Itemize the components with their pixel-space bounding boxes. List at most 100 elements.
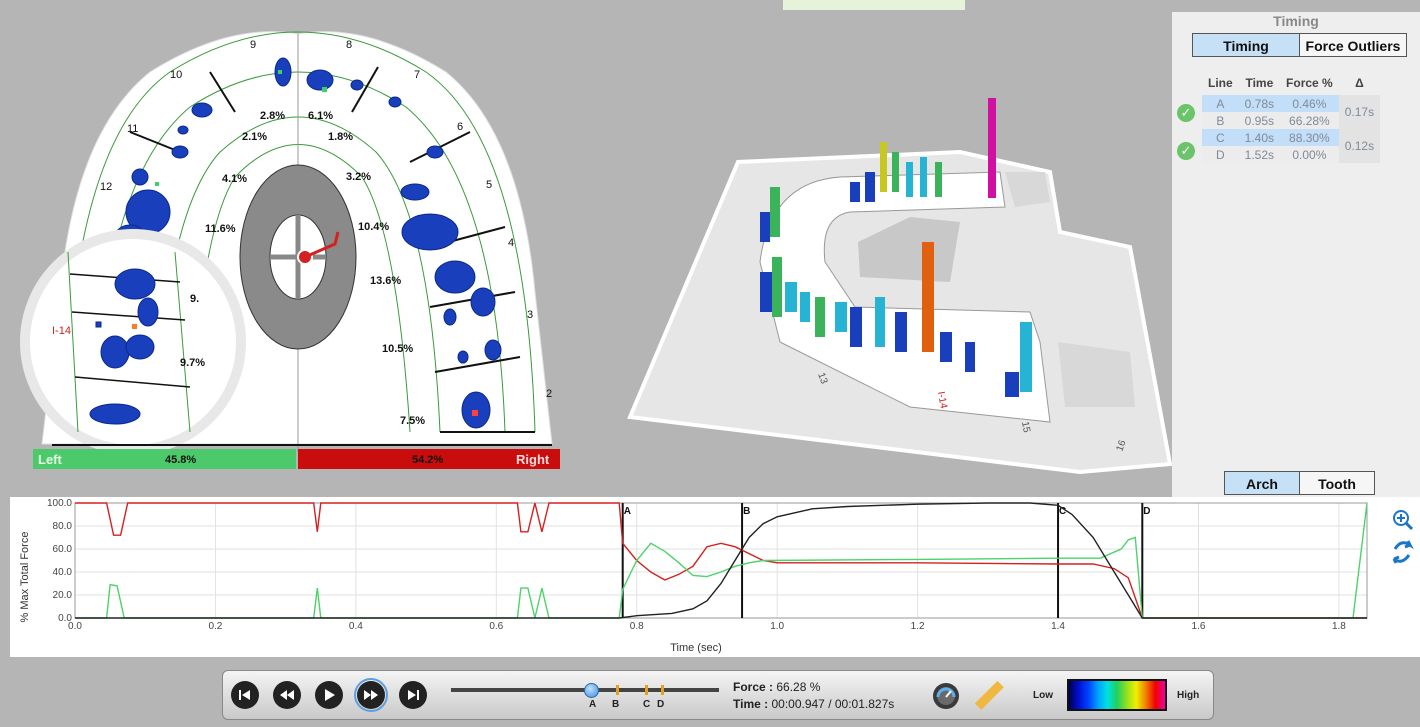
pct-9: 2.8% bbox=[260, 110, 285, 122]
slider-mark-c bbox=[645, 685, 648, 695]
inset-pct: 9.7% bbox=[180, 357, 205, 369]
arch-3d-view[interactable]: 13 I-14 15 16 bbox=[610, 12, 1172, 492]
row-c-force: 88.30% bbox=[1280, 129, 1339, 146]
x-tick-label: 1.0 bbox=[770, 621, 784, 632]
arch3d-label-I14: I-14 bbox=[935, 391, 949, 410]
pct-4: 13.6% bbox=[370, 275, 401, 287]
pct-5: 10.4% bbox=[358, 221, 389, 233]
skip-start-icon bbox=[239, 690, 250, 700]
legend-low-label: Low bbox=[1033, 690, 1053, 701]
pct-7: 1.8% bbox=[328, 131, 353, 143]
slider-thumb[interactable] bbox=[583, 683, 599, 698]
x-tick-label: 0.4 bbox=[349, 621, 363, 632]
pct-8: 6.1% bbox=[308, 110, 333, 122]
plot-frame bbox=[74, 502, 1368, 619]
pct-3: 10.5% bbox=[382, 343, 413, 355]
table-row[interactable]: D 1.52s 0.00% bbox=[1202, 146, 1380, 163]
row-b-time: 0.95s bbox=[1238, 112, 1281, 129]
time-value: 00:00.947 / 00:01.827s bbox=[771, 697, 895, 711]
right-value: 54.2% bbox=[412, 454, 443, 466]
y-tick-label: 60.0 bbox=[53, 544, 73, 555]
fast-forward-button[interactable] bbox=[354, 678, 388, 712]
skip-start-button[interactable] bbox=[231, 681, 259, 709]
y-tick-label: 20.0 bbox=[53, 590, 73, 601]
tooth-number-9: 9 bbox=[250, 39, 256, 51]
magnifier-inset: I-14 9. 9.7% bbox=[20, 229, 246, 455]
tab-force-outliers[interactable]: Force Outliers bbox=[1299, 33, 1407, 57]
slider-label-a: A bbox=[589, 699, 597, 710]
arch-2d-view[interactable]: 9 8 7 6 5 4 3 2 10 11 12 2.8% 6.1% 2.1% … bbox=[0, 12, 610, 492]
slider-label-c: C bbox=[643, 699, 651, 710]
tooth-number-3: 3 bbox=[527, 309, 533, 321]
pct-10: 2.1% bbox=[242, 131, 267, 143]
col-force: Force % bbox=[1286, 76, 1333, 90]
marker-lines[interactable]: A B C D bbox=[621, 503, 1151, 618]
force-time-graph[interactable]: 0.0 0.2 0.4 0.6 0.8 1.0 1.2 1.4 1.6 1.8 0.0 20.0 40… bbox=[10, 497, 1420, 657]
left-force-bar bbox=[33, 449, 296, 469]
slider-mark-b bbox=[616, 685, 619, 695]
timing-panel: Timing Timing Force Outliers ✓ ✓ Line Ti… bbox=[1172, 12, 1420, 497]
force-label: Force : bbox=[733, 680, 774, 694]
tooth-number-10: 10 bbox=[170, 69, 182, 81]
tab-tooth[interactable]: Tooth bbox=[1299, 471, 1375, 495]
play-icon bbox=[325, 689, 335, 701]
x-tick-label: 1.2 bbox=[911, 621, 925, 632]
timeline-slider[interactable] bbox=[451, 683, 719, 698]
inset-pct-partial: 9. bbox=[190, 293, 199, 305]
x-tick-label: 0.0 bbox=[68, 621, 82, 632]
row-a-force: 0.46% bbox=[1280, 95, 1339, 112]
row-c-line: C bbox=[1202, 129, 1239, 146]
graph-series bbox=[75, 502, 1368, 619]
ruler-icon[interactable] bbox=[973, 679, 1005, 711]
y-tick-label: 100.0 bbox=[47, 498, 72, 509]
skip-end-button[interactable] bbox=[399, 681, 427, 709]
tooth-number-2: 2 bbox=[546, 388, 552, 400]
pct-11: 4.1% bbox=[222, 173, 247, 185]
table-row[interactable]: B 0.95s 66.28% bbox=[1202, 112, 1380, 129]
x-tick-label: 1.6 bbox=[1192, 621, 1206, 632]
right-force-bar bbox=[298, 449, 560, 469]
skip-end-icon bbox=[408, 690, 419, 700]
tooth-number-11: 11 bbox=[127, 123, 138, 135]
tab-timing[interactable]: Timing bbox=[1192, 33, 1300, 57]
series-line-2 bbox=[75, 502, 1367, 619]
x-axis-ticks: 0.0 0.2 0.4 0.6 0.8 1.0 1.2 1.4 1.6 1.8 bbox=[68, 621, 1346, 632]
graph-grid bbox=[74, 502, 1368, 619]
pct-6: 3.2% bbox=[346, 171, 371, 183]
time-readout: Time : 00:00.947 / 00:01.827s bbox=[733, 697, 894, 711]
fast-forward-icon bbox=[364, 690, 378, 700]
slider-label-b: B bbox=[612, 699, 620, 710]
row-d-force: 0.00% bbox=[1280, 146, 1339, 163]
row-c-time: 1.40s bbox=[1238, 129, 1281, 146]
arch3d-label-16: 16 bbox=[1114, 438, 1128, 453]
left-value: 45.8% bbox=[165, 454, 196, 466]
row-b-line: B bbox=[1202, 112, 1239, 129]
slider-mark-d bbox=[661, 685, 664, 695]
legend-high-label: High bbox=[1177, 690, 1200, 701]
refresh-icon[interactable] bbox=[1392, 540, 1414, 564]
series-line-1 bbox=[75, 502, 1368, 619]
x-tick-label: 1.8 bbox=[1332, 621, 1346, 632]
gauge-icon[interactable] bbox=[931, 681, 961, 711]
col-line: Line bbox=[1208, 76, 1233, 90]
row-a-line: A bbox=[1202, 95, 1239, 112]
right-label: Right bbox=[516, 452, 550, 467]
tooth-number-5: 5 bbox=[486, 179, 492, 191]
table-row[interactable]: A 0.78s 0.46% 0.17s bbox=[1202, 95, 1381, 129]
table-row[interactable]: C 1.40s 88.30% 0.12s bbox=[1202, 129, 1381, 163]
col-delta: Δ bbox=[1355, 76, 1364, 90]
row-d-line: D bbox=[1202, 146, 1239, 163]
check-cd-icon: ✓ bbox=[1177, 142, 1195, 160]
zoom-in-icon[interactable] bbox=[1393, 510, 1414, 531]
rewind-button[interactable] bbox=[273, 681, 301, 709]
delta-ab: 0.17s bbox=[1338, 95, 1381, 129]
y-axis-label: % Max Total Force bbox=[19, 532, 31, 623]
slider-label-d: D bbox=[657, 699, 665, 710]
row-b-force: 66.28% bbox=[1280, 112, 1339, 129]
left-label: Left bbox=[38, 452, 63, 467]
arch3d-label-15: 15 bbox=[1019, 421, 1032, 434]
tooth-number-6: 6 bbox=[457, 121, 463, 133]
play-button[interactable] bbox=[315, 681, 343, 709]
tab-arch[interactable]: Arch bbox=[1224, 471, 1300, 495]
x-tick-label: 0.2 bbox=[208, 621, 222, 632]
